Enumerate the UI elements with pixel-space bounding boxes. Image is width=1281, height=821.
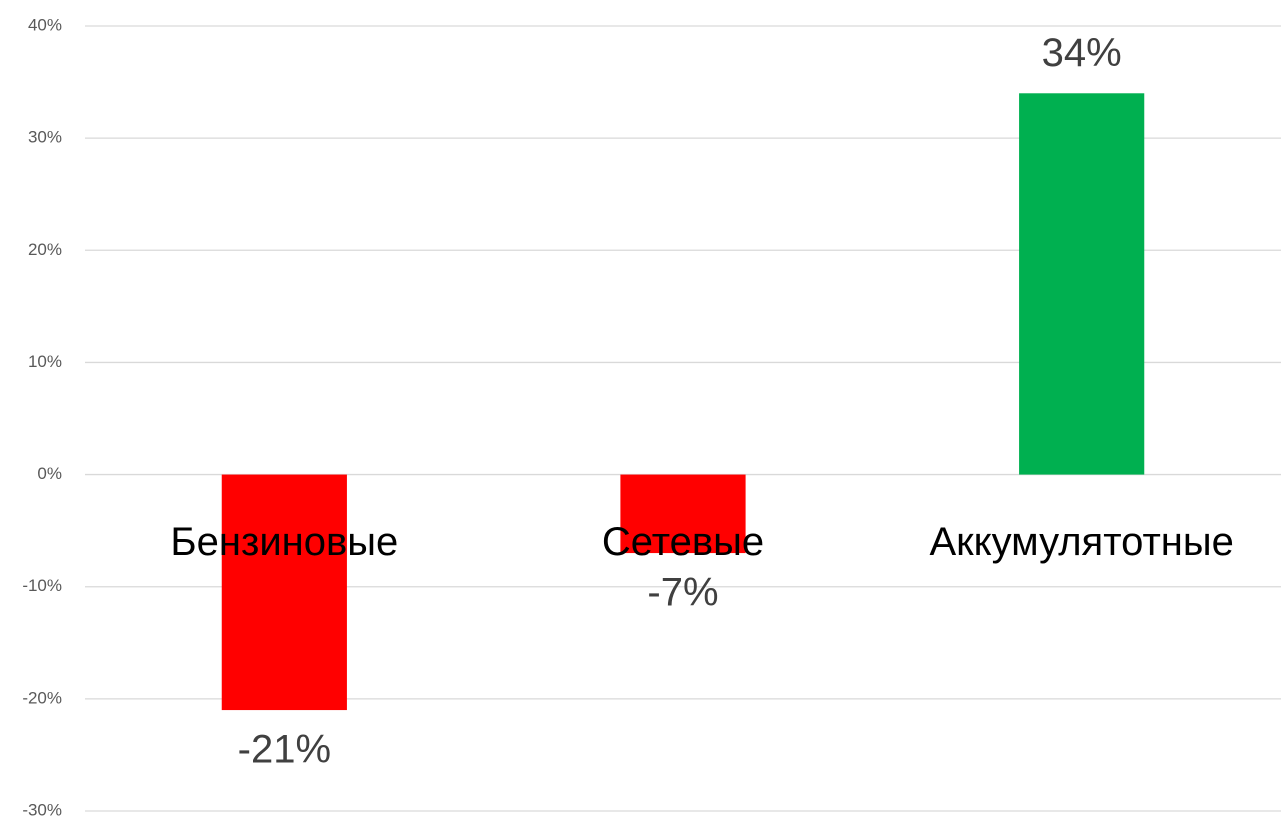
y-tick-label: 20% [28, 240, 62, 259]
x-tick-label: Бензиновые [170, 520, 398, 564]
y-tick-label: -30% [22, 800, 62, 819]
y-tick-label: -20% [22, 688, 62, 707]
bar [221, 474, 347, 711]
bar [620, 474, 746, 554]
data-label: -21% [238, 728, 331, 772]
x-tick-label: Аккумулятотные [929, 520, 1233, 564]
y-tick-label: 30% [28, 128, 62, 147]
y-tick-label: 0% [37, 464, 62, 483]
y-tick-label: 40% [28, 15, 62, 34]
bar [1019, 93, 1145, 475]
data-label: 34% [1042, 31, 1122, 75]
y-tick-label: 10% [28, 352, 62, 371]
data-label: -7% [647, 571, 718, 615]
y-tick-label: -10% [22, 576, 62, 595]
x-tick-label: Сетевые [602, 520, 764, 564]
